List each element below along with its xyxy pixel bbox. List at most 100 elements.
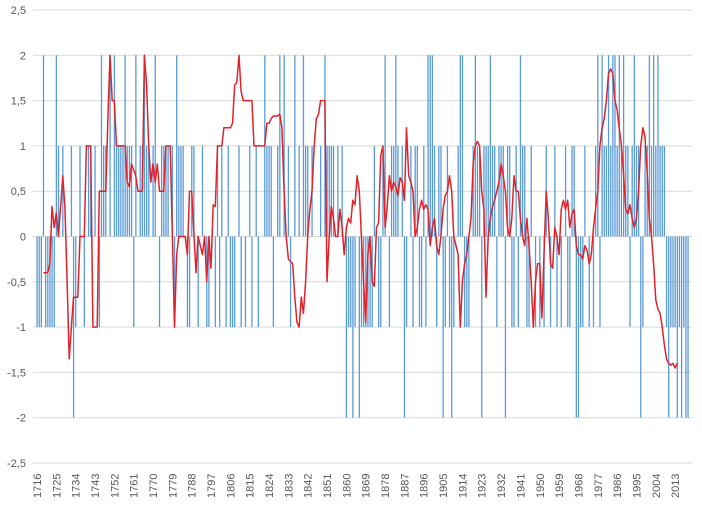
line-path [43,54,678,369]
bar [433,145,436,237]
bar [87,145,90,237]
bar [500,145,502,237]
bar [668,236,670,418]
bar [685,236,687,418]
bar [496,236,498,328]
x-tick-label: 1860 [341,474,353,498]
bar [94,145,96,237]
bar [347,236,350,328]
bar [360,236,363,328]
bar [646,145,648,237]
bar [567,236,569,328]
bar [672,236,674,328]
y-tick-label: -1,5 [7,367,26,379]
bar [289,236,292,328]
bar [75,236,77,328]
bar [57,145,60,237]
bar [216,145,219,237]
bar [197,236,199,328]
x-tick-label: 1941 [515,474,527,498]
bar [326,145,328,237]
bar [219,236,221,328]
bar [676,236,678,418]
y-axis-tick-labels: -2,5 -2 -1,5 -1 -0,5 0 0,5 1 1,5 2 2,5 [7,5,26,470]
bar [279,55,281,237]
bar [584,145,586,237]
bar [597,55,599,237]
bar [109,55,111,237]
x-tick-label: 1779 [167,474,179,498]
bar [100,55,103,237]
bar [384,55,386,237]
bar [528,236,530,328]
bar [509,145,511,237]
bar [521,145,524,237]
bar [549,236,552,328]
bar [126,145,128,237]
x-tick-label: 1797 [206,474,218,498]
x-tick-label: 1878 [380,474,392,498]
bar [442,236,444,418]
bar [388,236,391,328]
y-tick-label: 2 [20,50,26,62]
bar [350,236,352,328]
bar [401,145,403,237]
bar [272,236,275,328]
bar [268,145,270,237]
bar [62,145,64,237]
bar [302,55,305,237]
bar [491,145,494,237]
x-tick-label: 1950 [535,474,547,498]
bar [221,145,223,237]
bar [494,145,496,237]
bar [577,236,580,418]
bar [395,55,397,237]
bar [564,145,567,237]
bar [663,145,666,237]
bar [330,145,333,237]
bar [543,236,545,328]
bar [120,145,122,237]
bar [614,55,616,237]
bar [476,145,479,237]
bar [453,236,455,328]
bar [167,145,169,237]
bar [457,145,459,237]
y-tick-label: 1,5 [11,96,26,108]
bar [115,145,118,237]
bar [451,236,453,418]
bar [180,145,182,237]
bar [683,236,685,328]
bar [481,236,483,418]
x-tick-label: 1932 [496,474,508,498]
bar [429,55,431,237]
bar [40,236,42,328]
bar [650,145,653,237]
bar [622,55,625,237]
bar [47,236,49,328]
bar [530,145,532,237]
x-tick-label: 1977 [593,474,605,498]
bar [145,145,148,237]
bar [380,236,382,328]
bar [178,145,180,237]
bar [620,145,623,237]
bar [625,145,627,237]
bar [427,55,429,237]
bar [526,236,528,328]
bar [631,145,633,237]
bar [79,145,81,237]
bar [307,145,309,237]
bar [182,145,184,237]
bar [158,236,161,328]
bar [51,236,53,328]
bar [599,236,601,328]
bar [257,236,259,328]
bar [659,145,661,237]
bar [642,236,644,328]
bar [487,145,489,237]
bar [478,145,481,237]
bar [128,145,131,237]
bar [687,236,689,418]
bar [420,236,423,328]
